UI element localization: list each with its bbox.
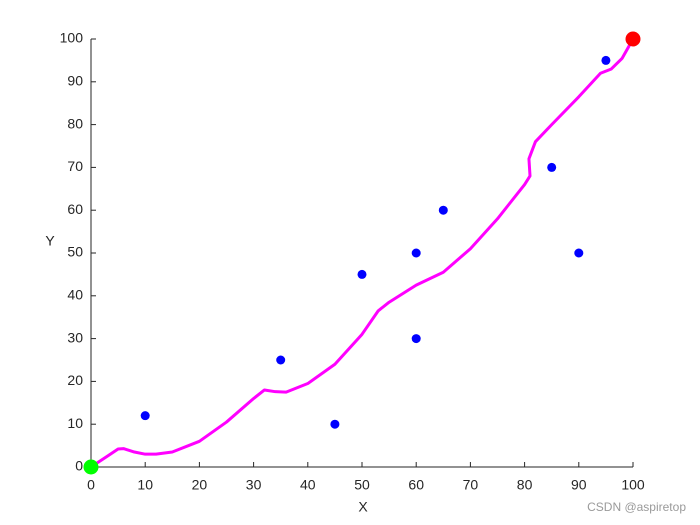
point (276, 355, 286, 365)
x-tick-label: 100 (621, 477, 645, 493)
point (357, 269, 367, 279)
point (411, 248, 421, 258)
point (438, 205, 448, 215)
y-tick-label: 0 (75, 458, 83, 474)
x-tick-label: 80 (517, 477, 533, 493)
point (574, 248, 584, 258)
x-tick-label: 90 (571, 477, 587, 493)
point (411, 334, 421, 344)
point (140, 411, 150, 421)
y-tick-label: 100 (60, 30, 84, 46)
point (330, 419, 340, 429)
x-tick-label: 50 (354, 477, 370, 493)
point (83, 459, 99, 475)
x-tick-label: 10 (137, 477, 153, 493)
watermark: CSDN @aspiretop (587, 500, 686, 514)
x-axis-label: X (358, 499, 368, 515)
x-tick-label: 60 (408, 477, 424, 493)
y-tick-label: 30 (67, 329, 83, 345)
point (601, 55, 611, 65)
x-tick-label: 20 (192, 477, 208, 493)
y-tick-label: 60 (67, 201, 83, 217)
y-tick-label: 70 (67, 158, 83, 174)
y-tick-label: 50 (67, 244, 83, 260)
x-tick-label: 0 (87, 477, 95, 493)
y-tick-label: 20 (67, 372, 83, 388)
x-tick-label: 70 (463, 477, 479, 493)
point (625, 31, 641, 47)
y-tick-label: 90 (67, 73, 83, 89)
point (547, 162, 557, 172)
y-tick-label: 80 (67, 115, 83, 131)
path-line (90, 38, 635, 469)
y-tick-label: 10 (67, 415, 83, 431)
y-tick-label: 40 (67, 287, 83, 303)
x-tick-label: 40 (300, 477, 316, 493)
y-axis-label: Y (45, 233, 55, 249)
x-tick-label: 30 (246, 477, 262, 493)
